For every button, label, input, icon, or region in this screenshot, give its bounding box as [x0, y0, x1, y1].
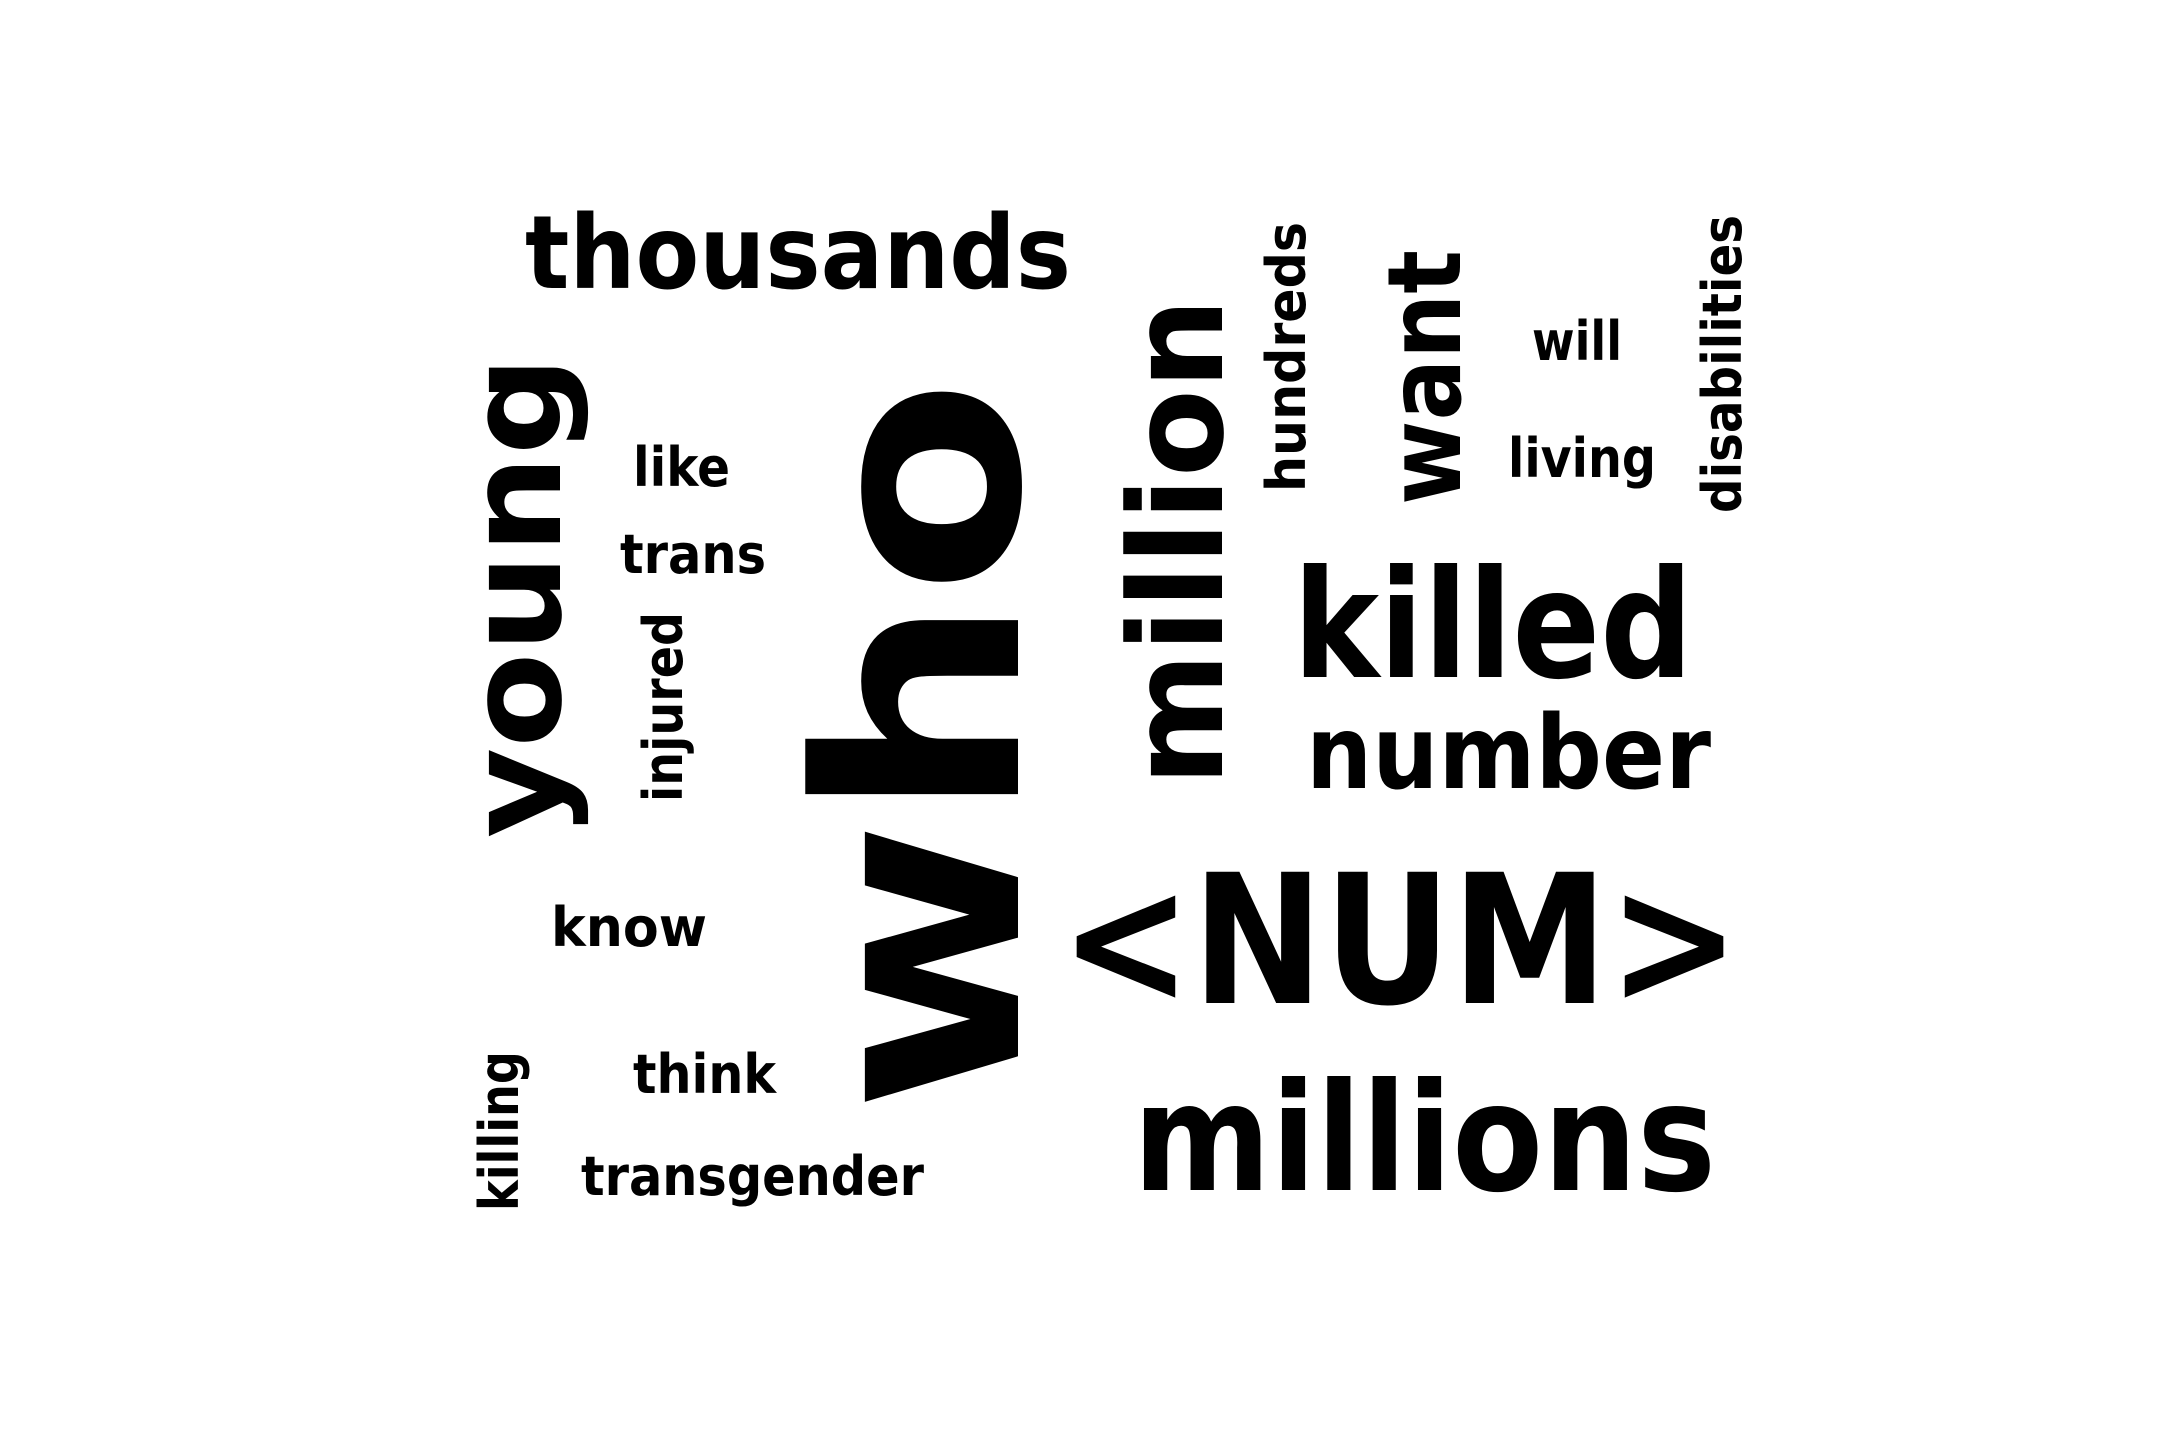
word-living: living	[1508, 427, 1656, 490]
word-trans: trans	[620, 523, 766, 586]
word-millions: millions	[1133, 1052, 1716, 1226]
word-disabilities: disabilities	[1691, 215, 1754, 513]
word-thousands: thousands	[525, 194, 1071, 313]
word-killed: killed	[1293, 539, 1693, 713]
word-like: like	[633, 436, 730, 499]
word-will: will	[1532, 310, 1622, 373]
word-transgender: transgender	[581, 1145, 924, 1208]
word-injured: injured	[632, 612, 695, 802]
word-think: think	[633, 1043, 777, 1106]
word-want: want	[1366, 250, 1485, 505]
word-hundreds: hundreds	[1255, 222, 1318, 492]
word-young: young	[439, 356, 591, 838]
word-million: million	[1101, 298, 1253, 786]
word-num: <NUM>	[1060, 837, 1740, 1046]
word-know: know	[551, 896, 707, 959]
word-number: number	[1306, 694, 1711, 813]
word-killing: killing	[468, 1051, 531, 1211]
word-who: who	[759, 378, 1085, 1113]
